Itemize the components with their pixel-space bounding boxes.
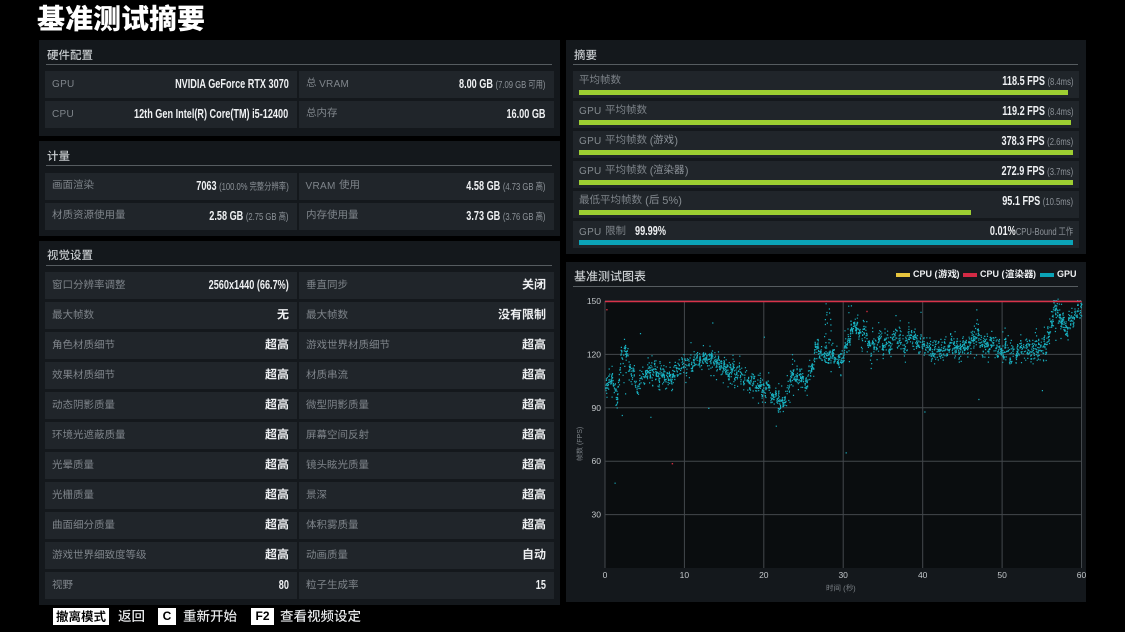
svg-text:120: 120: [586, 349, 600, 359]
svg-text:50: 50: [997, 570, 1007, 580]
svg-text:40: 40: [917, 570, 927, 580]
svg-text:30: 30: [838, 570, 848, 580]
svg-text:60: 60: [591, 456, 601, 466]
svg-text:90: 90: [591, 402, 601, 412]
svg-text:10: 10: [679, 570, 689, 580]
svg-text:30: 30: [591, 509, 601, 519]
svg-text:60: 60: [1076, 570, 1085, 580]
svg-text:150: 150: [586, 296, 600, 306]
svg-text:20: 20: [759, 570, 769, 580]
svg-text:0: 0: [602, 570, 607, 580]
